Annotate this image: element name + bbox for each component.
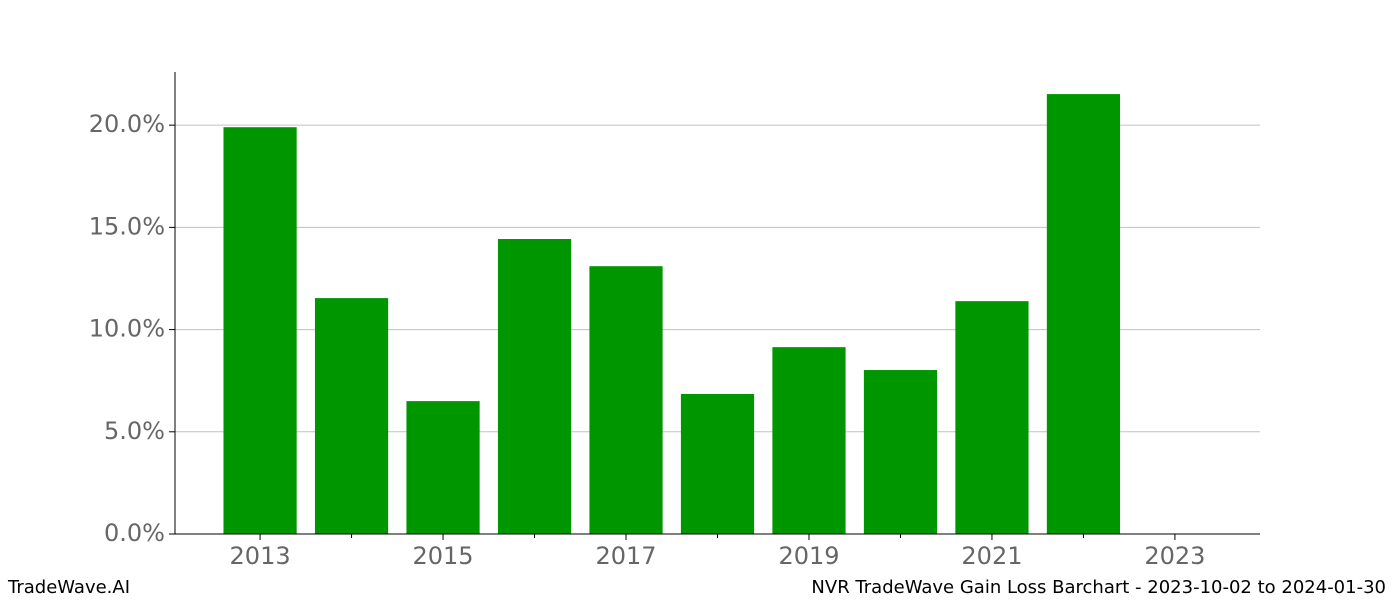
y-tick-label: 20.0%: [89, 110, 165, 138]
x-tick-label: 2017: [595, 542, 656, 570]
x-tick-label: 2015: [413, 542, 474, 570]
x-tick-label: 2013: [230, 542, 291, 570]
bar: [955, 301, 1029, 534]
bar: [680, 393, 755, 534]
bar: [1046, 94, 1121, 534]
chart-title: NVR TradeWave Gain Loss Barchart - 2023-…: [811, 577, 1386, 598]
x-tick-label: 2019: [778, 542, 839, 570]
x-tick-label: 2021: [961, 542, 1022, 570]
y-tick-label: 15.0%: [89, 212, 165, 240]
bar: [314, 298, 389, 534]
y-tick-label: 10.0%: [89, 315, 165, 343]
bar: [406, 401, 480, 534]
bar: [223, 127, 297, 534]
bar: [589, 266, 663, 534]
y-tick-label: 5.0%: [104, 417, 165, 445]
bar: [772, 347, 846, 534]
bar: [497, 239, 572, 534]
bar: [863, 370, 938, 534]
x-tick-label: 2023: [1144, 542, 1205, 570]
y-tick-label: 0.0%: [104, 519, 165, 547]
source-label: TradeWave.AI: [7, 577, 130, 598]
